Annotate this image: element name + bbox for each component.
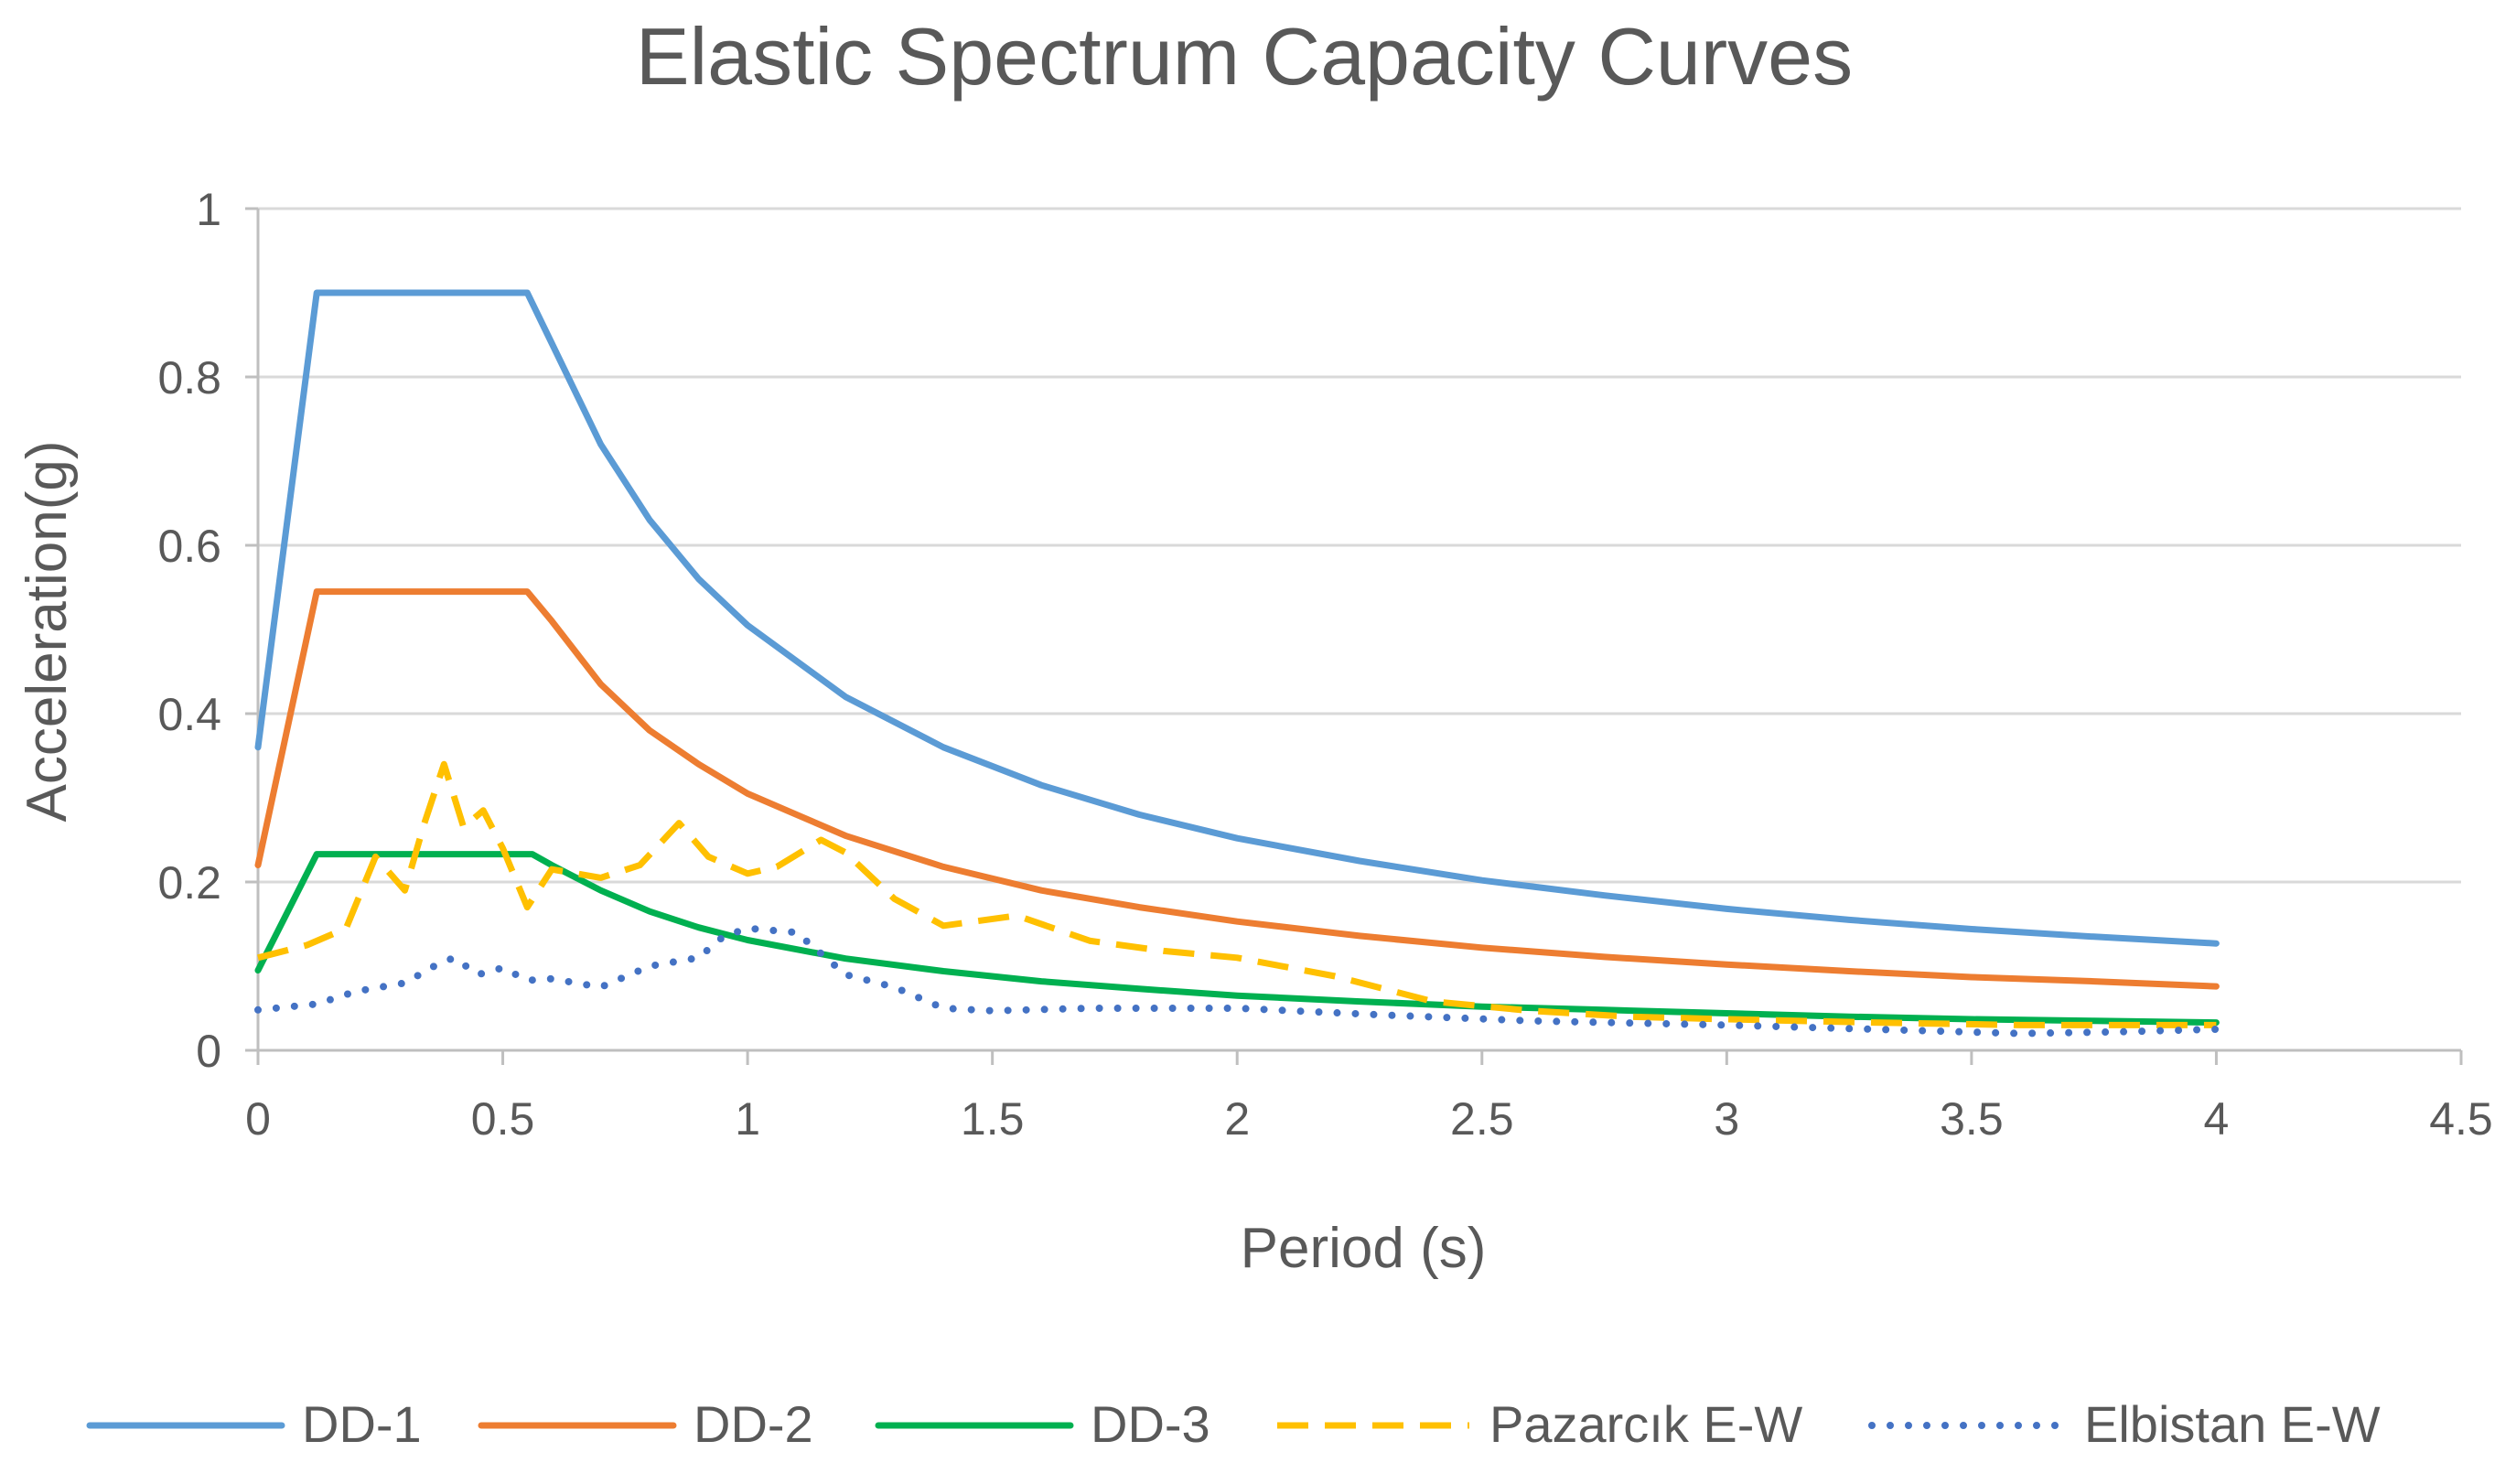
x-tick-label: 4.5	[2429, 1093, 2493, 1145]
axes	[245, 207, 2463, 1065]
y-tick-label: 1	[196, 184, 221, 235]
series-line-pazarc-k-e-w	[257, 760, 2217, 1028]
series-line-dd-2	[254, 588, 2220, 990]
x-tick-label: 2	[1224, 1093, 1250, 1145]
x-tick-label: 3	[1714, 1093, 1739, 1145]
legend-label-pazarc-k-e-w: Pazarcık E-W	[1489, 1395, 1802, 1453]
y-tick-label: 0	[196, 1026, 221, 1077]
x-tick-label: 4	[2204, 1093, 2230, 1145]
series-line-elbistan-e-w	[254, 924, 2220, 1038]
chart-title: Elastic Spectrum Capacity Curves	[636, 11, 1853, 102]
tick-labels: 0 0.2 0.4 0.6 0.8 1 0 0.5 1 1.5 2 2.5 3 3.5 4 4.5	[157, 184, 2492, 1145]
x-tick-label: 0.5	[471, 1093, 535, 1145]
y-tick-label: 0.6	[157, 521, 221, 572]
series-line-dd-1	[254, 289, 2220, 947]
series-lines	[254, 289, 2220, 1038]
x-tick-label: 1.5	[961, 1093, 1025, 1145]
series-line-dd-3	[254, 851, 2220, 1027]
legend-label-dd-3: DD-3	[1091, 1395, 1210, 1453]
x-tick-label: 0	[245, 1093, 271, 1145]
x-tick-label: 2.5	[1450, 1093, 1514, 1145]
x-tick-label: 1	[735, 1093, 760, 1145]
legend: DD-1 DD-2 DD-3 Pazarcık E-W Elbistan E-W	[86, 1395, 2381, 1453]
y-axis-label: Acceleration(g)	[16, 441, 79, 823]
gridlines	[258, 207, 2461, 884]
legend-label-dd-1: DD-1	[302, 1395, 422, 1453]
x-tick-label: 3.5	[1940, 1093, 2004, 1145]
x-axis-label: Period (s)	[1241, 1217, 1487, 1280]
legend-label-dd-2: DD-2	[694, 1395, 813, 1453]
y-tick-label: 0.2	[157, 857, 221, 909]
legend-label-elbistan-e-w: Elbistan E-W	[2084, 1395, 2381, 1453]
y-tick-label: 0.4	[157, 689, 221, 740]
y-tick-label: 0.8	[157, 352, 221, 403]
